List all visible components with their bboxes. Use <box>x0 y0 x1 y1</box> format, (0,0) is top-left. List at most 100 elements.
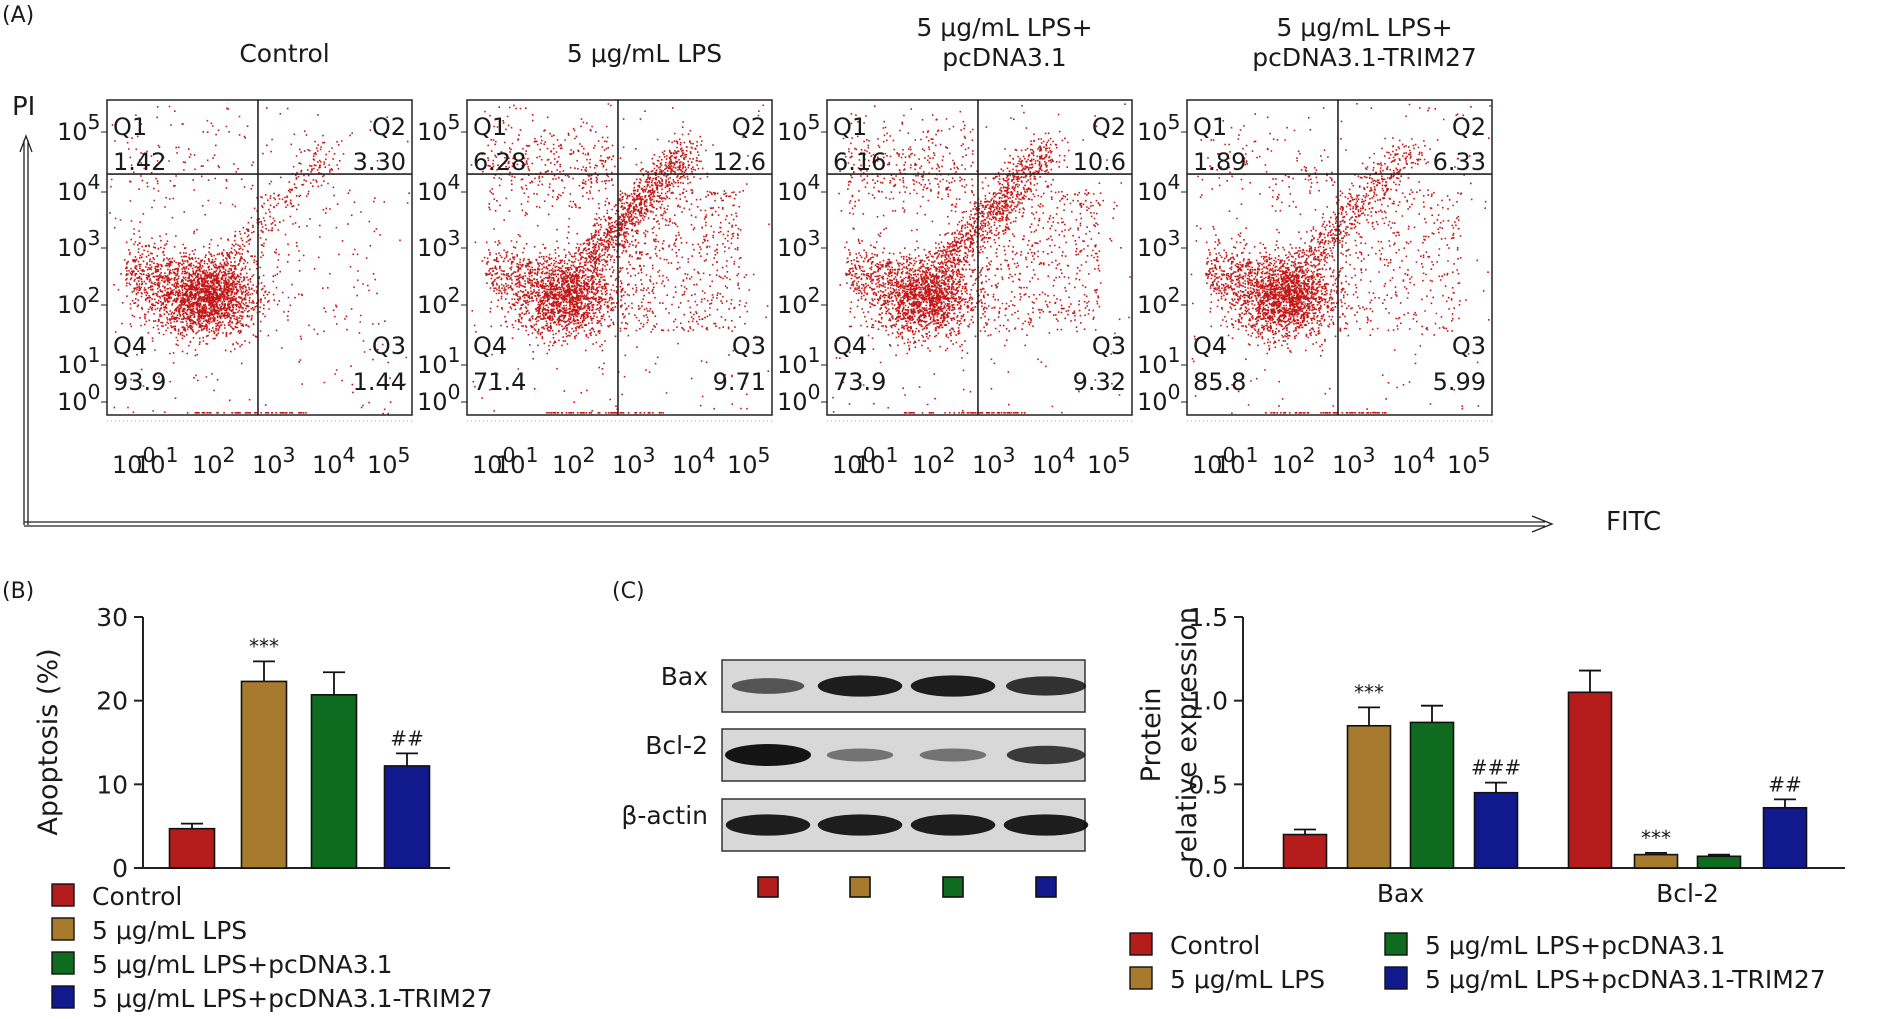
y-tick-label: 105 <box>57 110 101 146</box>
y-tick-label: 101 <box>57 343 101 379</box>
c-legend-label: 5 μg/mL LPS+pcDNA3.1-TRIM27 <box>1425 965 1826 994</box>
b-y-tick-label: 10 <box>96 770 128 799</box>
c-error-bar <box>1774 798 1796 808</box>
quadrant-name-q2: Q2 <box>1452 113 1486 141</box>
c-y-axis-label: Protein <box>1136 688 1167 783</box>
flow-frame <box>466 99 773 416</box>
b-bar-1 <box>168 827 216 869</box>
quadrant-value-q3: 5.99 <box>1433 368 1486 396</box>
x-tick-label: 100 <box>832 443 876 479</box>
c-error-bar <box>1421 704 1443 723</box>
c-y-tick-label: 1.5 <box>1188 603 1228 632</box>
b-bar-3 <box>310 694 358 869</box>
blot-band <box>919 748 987 762</box>
c-significance: ## <box>1768 772 1802 796</box>
b-error-bar <box>323 671 345 695</box>
b-significance: ## <box>390 726 424 750</box>
c-y-tick-label: 0.0 <box>1188 854 1228 883</box>
quadrant-value-q1: 6.16 <box>833 148 886 176</box>
blot-lane-key <box>757 876 779 898</box>
quadrant-value-q4: 71.4 <box>473 368 526 396</box>
x-tick-label: 103 <box>612 443 656 479</box>
c-error-bar <box>1579 669 1601 693</box>
c-legend-swatch <box>1129 966 1153 990</box>
quadrant-value-q3: 1.44 <box>353 368 406 396</box>
quadrant-value-q3: 9.32 <box>1073 368 1126 396</box>
quadrant-value-q3: 9.71 <box>713 368 766 396</box>
flow-frame <box>1186 99 1493 416</box>
y-tick-label: 102 <box>417 283 461 319</box>
quadrant-value-q1: 6.28 <box>473 148 526 176</box>
x-tick-label: 100 <box>1192 443 1236 479</box>
blot-lane-key <box>942 876 964 898</box>
x-tick-label: 103 <box>1332 443 1376 479</box>
x-tick-label: 105 <box>367 443 411 479</box>
blot-row-label: β-actin <box>621 801 708 830</box>
x-tick-label: 104 <box>1032 443 1076 479</box>
blot-band <box>826 748 894 762</box>
y-tick-label: 101 <box>777 343 821 379</box>
c-y-tick-label: 1.0 <box>1188 687 1228 716</box>
y-tick-label: 102 <box>1137 283 1181 319</box>
y-tick-label: 101 <box>417 343 461 379</box>
x-tick-label: 104 <box>1392 443 1436 479</box>
c-bar <box>1409 721 1455 869</box>
y-tick-label: 105 <box>417 110 461 146</box>
b-error-bar <box>181 822 203 829</box>
fitc-axis-label: FITC <box>1606 507 1661 537</box>
blot-band <box>725 744 811 766</box>
x-tick-label: 105 <box>1447 443 1491 479</box>
b-legend-swatch <box>51 951 75 975</box>
b-error-bar <box>253 660 275 682</box>
y-tick-label: 105 <box>1137 110 1181 146</box>
y-tick-label: 100 <box>417 380 461 416</box>
b-legend-swatch <box>51 883 75 907</box>
b-y-tick-label: 20 <box>96 687 128 716</box>
quadrant-name-q2: Q2 <box>372 113 406 141</box>
c-legend-swatch <box>1384 966 1408 990</box>
x-tick-label: 101 <box>855 443 899 479</box>
western-blot: Bax Bcl-2 β-actin <box>621 659 1089 898</box>
flow-title: 5 μg/mL LPS+ <box>916 13 1092 42</box>
quadrant-name-q1: Q1 <box>473 113 507 141</box>
c-error-bar <box>1294 828 1316 835</box>
blot-band <box>731 678 805 694</box>
c-bar <box>1762 806 1808 869</box>
flow-title: Control <box>239 39 329 68</box>
x-tick-label: 105 <box>727 443 771 479</box>
panel-label-c: (C) <box>612 579 645 604</box>
c-x-category-label: Bax <box>1377 879 1424 908</box>
blot-band <box>817 814 903 836</box>
x-tick-label: 105 <box>1087 443 1131 479</box>
x-tick-label: 102 <box>552 443 596 479</box>
blot-band <box>910 814 996 836</box>
y-tick-label: 103 <box>57 226 101 262</box>
panel-label-b: (B) <box>2 579 34 604</box>
y-tick-label: 100 <box>57 380 101 416</box>
y-tick-label: 102 <box>777 283 821 319</box>
c-legend-label: Control <box>1170 931 1260 960</box>
y-tick-label: 103 <box>417 226 461 262</box>
b-bar-4 <box>383 765 431 869</box>
panel-label-a: (A) <box>2 3 34 28</box>
blot-band <box>1006 745 1086 765</box>
flow-title: pcDNA3.1-TRIM27 <box>1252 43 1477 72</box>
x-tick-label: 103 <box>972 443 1016 479</box>
quadrant-name-q4: Q4 <box>833 332 867 360</box>
c-error-bar <box>1485 781 1507 793</box>
blot-band <box>817 675 903 697</box>
b-legend-label: 5 μg/mL LPS+pcDNA3.1-TRIM27 <box>92 984 493 1013</box>
chart-c: 0.0 0.5 1.0 1.5 Protein relative expression Ba… <box>1136 603 1845 908</box>
flow-plot-2: 5 μg/mL LPSQ16.28Q212.6Q471.4Q39.7110010… <box>417 39 773 479</box>
quadrant-value-q2: 10.6 <box>1073 148 1126 176</box>
x-tick-label: 102 <box>1272 443 1316 479</box>
b-legend-label: 5 μg/mL LPS <box>92 916 247 945</box>
quadrant-value-q1: 1.42 <box>113 148 166 176</box>
flow-plot-1: ControlQ11.42Q23.30Q493.9Q31.44100101102… <box>57 39 413 479</box>
pi-axis-label: PI <box>12 92 35 122</box>
quadrant-name-q3: Q3 <box>732 332 766 360</box>
b-y-axis-label: Apoptosis (%) <box>33 648 64 835</box>
pi-axis-arrow <box>19 134 33 525</box>
c-bar <box>1633 853 1679 869</box>
